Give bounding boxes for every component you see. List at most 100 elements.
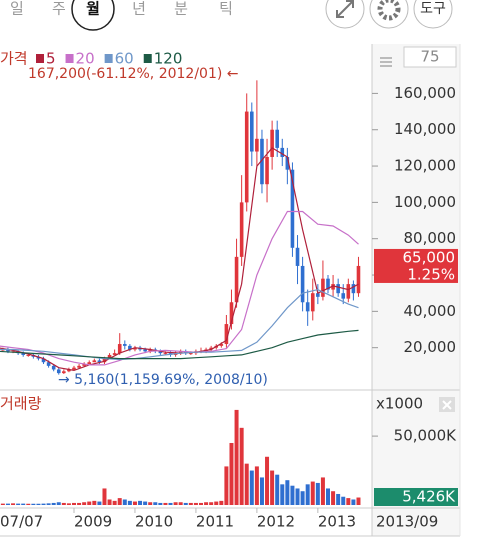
candle-body — [128, 345, 132, 350]
volume-unit: x1000 — [376, 395, 423, 413]
volume-bar — [341, 496, 346, 505]
candle-body — [97, 360, 102, 363]
volume-bar — [102, 488, 107, 505]
candle-body — [331, 284, 335, 290]
expand-button[interactable] — [325, 0, 365, 29]
candle-body — [51, 365, 56, 370]
volume-bar — [239, 427, 244, 505]
volume-bar — [259, 477, 264, 505]
expand-icon — [336, 0, 354, 18]
volume-bar — [219, 500, 224, 505]
candle-body — [255, 138, 259, 152]
volume-bar — [346, 498, 351, 505]
volume-bar — [290, 485, 295, 505]
legend-swatch — [104, 54, 113, 63]
candle-body — [143, 349, 147, 352]
volume-bar — [265, 456, 270, 505]
count-box: 75 — [380, 46, 457, 68]
volume-bar — [82, 502, 87, 505]
candle-body — [77, 365, 81, 368]
candle-body — [41, 358, 46, 363]
volume-bar — [72, 502, 76, 505]
volume-bar — [61, 502, 66, 505]
count-input[interactable] — [403, 46, 457, 68]
tab-selected — [71, 0, 115, 31]
cursor-date: 2013/09 — [376, 513, 438, 531]
current-volume: 5,426K — [402, 488, 456, 506]
candle-body — [234, 256, 239, 303]
candle-body — [316, 293, 320, 297]
volume-bar — [117, 498, 122, 505]
candle-body — [351, 284, 356, 294]
volume-bar — [295, 488, 300, 505]
candle-body — [178, 351, 183, 354]
legend-label: 5 — [46, 50, 56, 68]
volume-bar — [300, 491, 305, 505]
volume-bar — [158, 502, 163, 505]
candle-body — [250, 111, 254, 152]
volume-bar — [21, 503, 26, 505]
candle-body — [326, 278, 330, 290]
y-tick-label: 100,000 — [394, 193, 456, 211]
volume-bar — [26, 503, 31, 505]
candle-body — [260, 138, 264, 185]
tool-button[interactable] — [413, 0, 453, 29]
current-change: 1.25% — [407, 265, 455, 283]
gear-icon — [377, 0, 401, 21]
tab[interactable]: 월 — [86, 0, 100, 18]
legend-label: 120 — [154, 50, 183, 68]
volume-bar — [46, 503, 51, 505]
volume-bar — [127, 500, 132, 505]
candle-body — [62, 371, 66, 374]
candle-body — [92, 360, 97, 363]
volume-bar — [305, 484, 310, 505]
candle-body — [280, 147, 285, 157]
settings-button[interactable] — [369, 0, 409, 29]
tab-bar: 일 주 월 년 분 틱 도구 — [10, 0, 453, 31]
candle-body — [346, 284, 351, 299]
candle-body — [46, 362, 51, 366]
candle-body — [305, 302, 310, 312]
candle-body — [229, 302, 234, 325]
volume-bar — [11, 503, 16, 505]
y-tick-label: 20,000 — [404, 338, 457, 356]
volume-bar — [143, 501, 148, 505]
candle-body — [275, 129, 279, 148]
candle-body — [336, 284, 340, 294]
x-tick-label: 2009 — [74, 513, 112, 531]
candle-body — [21, 353, 25, 355]
volume-bar — [254, 466, 259, 505]
volume-bar — [0, 503, 5, 505]
legend-label: 60 — [115, 50, 134, 68]
menu-icon[interactable] — [380, 57, 392, 67]
volume-bar — [249, 470, 254, 505]
candle-body — [56, 369, 61, 374]
volume-bar — [41, 503, 46, 505]
tab[interactable]: 분 — [174, 0, 188, 18]
tab[interactable]: 틱 — [219, 0, 233, 18]
candle-body — [148, 349, 152, 352]
x-tick-label: 2012 — [257, 513, 295, 531]
price-plot — [0, 80, 361, 375]
volume-bar — [77, 502, 82, 505]
tab[interactable]: 년 — [132, 0, 146, 18]
volume-bar — [51, 502, 56, 505]
volume-bar — [214, 501, 219, 505]
volume-bar — [351, 499, 356, 505]
volume-bar — [224, 466, 229, 505]
tab[interactable]: 일 — [10, 0, 24, 18]
candle-body — [163, 353, 168, 355]
volume-bar — [132, 501, 137, 505]
tab[interactable]: 주 — [52, 0, 66, 18]
candle-body — [244, 111, 249, 203]
volume-bar — [270, 470, 275, 505]
candle-body — [26, 354, 31, 356]
candle-body — [356, 265, 361, 294]
volume-bar — [326, 488, 330, 505]
legend: 가격 5 20 60 120 — [0, 50, 182, 68]
volume-bar — [285, 480, 290, 505]
volume-bar — [36, 503, 41, 505]
volume-bar — [356, 497, 361, 505]
volume-bar — [229, 442, 234, 505]
volume-bar — [87, 501, 92, 505]
